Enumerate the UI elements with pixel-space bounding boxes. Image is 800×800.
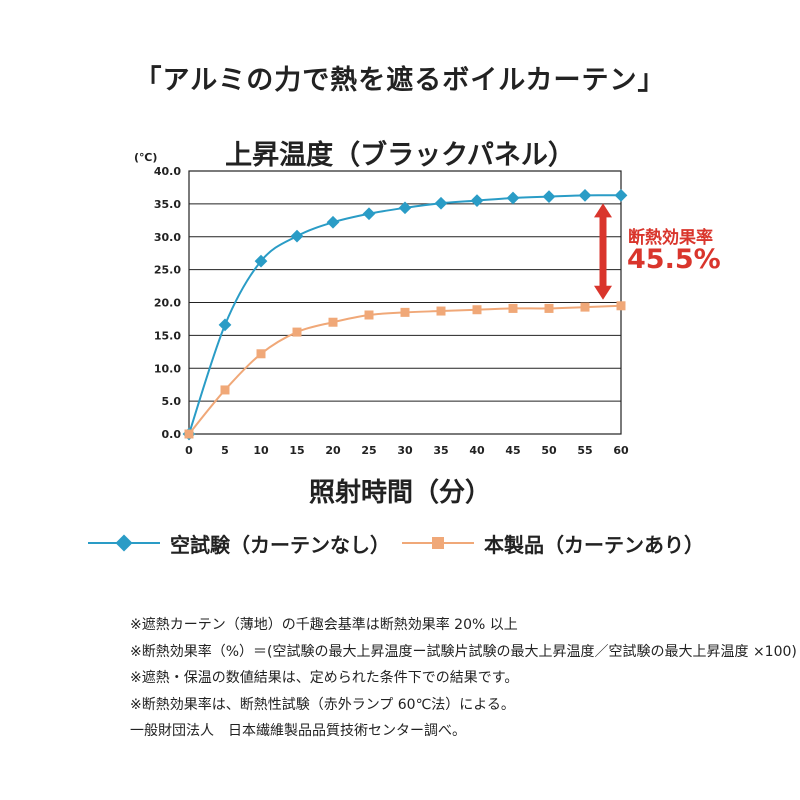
y-tick-label: 0.0 <box>162 428 182 441</box>
x-tick-label: 25 <box>361 444 376 457</box>
data-point <box>544 303 554 313</box>
x-tick-label: 15 <box>289 444 304 457</box>
y-axis-unit: (℃) <box>134 151 157 164</box>
series-line <box>188 304 622 435</box>
data-point <box>614 188 628 202</box>
headline: 「アルミの力で熱を遮るボイルカーテン」 <box>134 65 666 96</box>
legend-label-blank-test: 空試験（カーテンなし） <box>170 532 390 557</box>
x-tick-label: 20 <box>325 444 341 457</box>
data-point <box>326 215 340 229</box>
x-tick-label: 0 <box>185 444 193 457</box>
legend-swatch-blank-test <box>88 534 160 552</box>
data-point <box>364 310 374 320</box>
x-tick-label: 30 <box>397 444 413 457</box>
y-tick-label: 25.0 <box>154 264 181 277</box>
difference-arrow-head-down <box>594 285 612 300</box>
data-point <box>434 196 448 210</box>
data-point <box>290 229 304 243</box>
data-point <box>218 318 232 332</box>
data-point <box>292 327 302 337</box>
legend-item-blank-test: 空試験（カーテンなし） <box>88 528 390 558</box>
insulation-rate-label: 断熱効果率 <box>628 228 713 248</box>
footnote: ※断熱効果率（%）＝(空試験の最大上昇温度ー試験片試験の最大上昇温度／空試験の最… <box>130 643 797 660</box>
y-tick-label: 30.0 <box>154 231 181 244</box>
difference-arrow-head-up <box>594 203 612 218</box>
x-tick-label: 60 <box>613 444 629 457</box>
footnote: 一般財団法人 日本繊維製品品質技術センター調べ。 <box>130 723 466 739</box>
x-tick-label: 10 <box>253 444 269 457</box>
footnotes: ※遮熱カーテン（薄地）の千趣会基準は断熱効果率 20% 以上 ※断熱効果率（%）… <box>130 612 797 745</box>
insulation-rate-value: 45.5% <box>627 244 721 275</box>
x-tick-label: 50 <box>541 444 557 457</box>
data-point <box>328 317 338 327</box>
legend-label-product: 本製品（カーテンあり） <box>484 532 704 557</box>
data-point <box>542 190 556 204</box>
data-point <box>398 201 412 215</box>
data-point <box>254 254 268 268</box>
y-tick-label: 10.0 <box>154 362 181 375</box>
chart-title: 上昇温度（ブラックパネル） <box>225 140 575 171</box>
data-point <box>184 429 194 439</box>
data-point <box>400 307 410 317</box>
legend: 空試験（カーテンなし） 本製品（カーテンあり） <box>0 528 800 558</box>
data-point <box>362 207 376 221</box>
y-tick-label: 5.0 <box>162 395 182 408</box>
x-tick-label: 40 <box>469 444 485 457</box>
legend-item-product: 本製品（カーテンあり） <box>402 528 704 558</box>
x-axis-label: 照射時間（分） <box>308 478 491 508</box>
x-tick-label: 45 <box>505 444 520 457</box>
data-point <box>508 303 518 313</box>
data-point <box>616 301 626 311</box>
footnote: ※遮熱カーテン（薄地）の千趣会基準は断熱効果率 20% 以上 <box>130 617 518 633</box>
data-point <box>578 188 592 202</box>
data-point <box>256 349 266 359</box>
data-point <box>220 385 230 395</box>
line-chart: 0.0 5.0 10.0 15.0 20.0 25.0 30.0 35.0 40.0(℃) 0 5 1… <box>134 151 629 457</box>
data-point <box>506 191 520 205</box>
x-tick-label: 55 <box>577 444 592 457</box>
data-point <box>436 306 446 316</box>
y-tick-label: 15.0 <box>154 329 181 342</box>
legend-swatch-product <box>402 537 474 549</box>
data-point <box>470 194 484 207</box>
y-tick-label: 20.0 <box>154 297 181 310</box>
data-point <box>472 305 482 315</box>
y-tick-label: 40.0 <box>154 165 181 178</box>
y-tick-label: 35.0 <box>154 198 181 211</box>
x-tick-label: 5 <box>221 444 229 457</box>
x-tick-label: 35 <box>433 444 448 457</box>
footnote: ※遮熱・保温の数値結果は、定められた条件下での結果です。 <box>130 670 519 686</box>
footnote: ※断熱効果率は、断熱性試験（赤外ランプ 60℃法）による。 <box>130 696 515 713</box>
data-point <box>580 302 590 312</box>
